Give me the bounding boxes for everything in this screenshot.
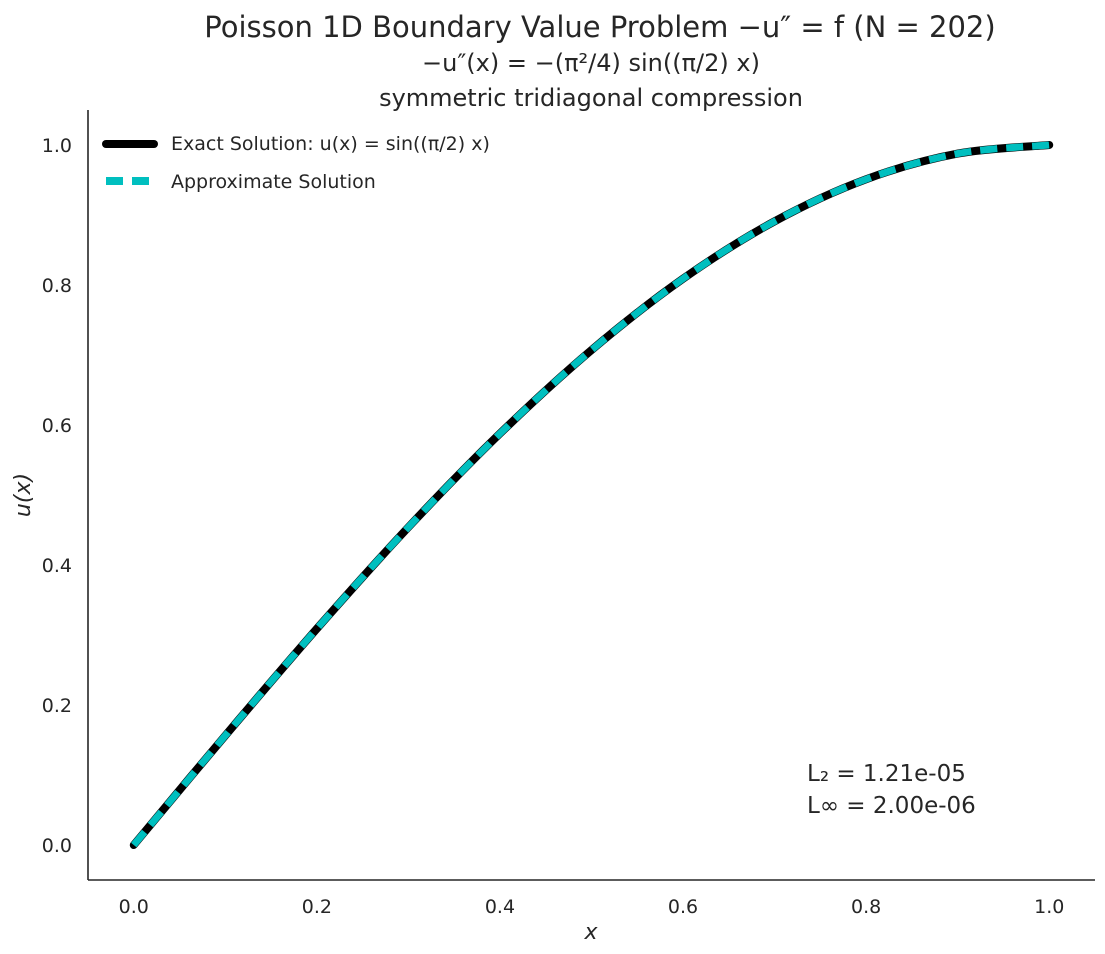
y-tick-labels: 0.0 0.2 0.4 0.6 0.8 1.0 — [42, 135, 72, 857]
x-tick-label: 1.0 — [1034, 896, 1064, 918]
series-line-approximate — [131, 141, 1050, 848]
y-tick-label: 0.8 — [42, 275, 72, 297]
y-tick-label: 0.6 — [42, 415, 72, 437]
chart-title: Poisson 1D Boundary Value Problem −u″ = … — [204, 10, 995, 44]
legend-label-approx: Approximate Solution — [171, 171, 376, 193]
x-tick-label: 0.4 — [485, 896, 515, 918]
chart-subtitle-equation: −u″(x) = −(π²/4) sin((π/2) x) — [422, 49, 760, 77]
series-line-exact — [129, 141, 1054, 849]
y-tick-label: 0.2 — [42, 695, 72, 717]
y-tick-label: 0.0 — [42, 835, 72, 857]
y-axis-label: u(x) — [11, 473, 36, 517]
x-tick-label: 0.0 — [119, 896, 149, 918]
legend: Exact Solution: u(x) = sin((π/2) x) Appr… — [102, 133, 490, 193]
y-tick-label: 0.4 — [42, 555, 72, 577]
x-tick-label: 0.2 — [302, 896, 332, 918]
x-tick-label: 0.8 — [851, 896, 881, 918]
chart-subtitle-method: symmetric tridiagonal compression — [379, 84, 803, 112]
linf-error-annotation: L∞ = 2.00e-06 — [807, 793, 976, 819]
x-tick-label: 0.6 — [668, 896, 698, 918]
x-axis-label: x — [583, 920, 598, 945]
x-tick-labels: 0.0 0.2 0.4 0.6 0.8 1.0 — [119, 896, 1065, 918]
legend-label-exact: Exact Solution: u(x) = sin((π/2) x) — [171, 133, 490, 155]
l2-error-annotation: L₂ = 1.21e-05 — [807, 761, 966, 787]
series-layer — [129, 141, 1054, 849]
y-tick-label: 1.0 — [42, 135, 72, 157]
